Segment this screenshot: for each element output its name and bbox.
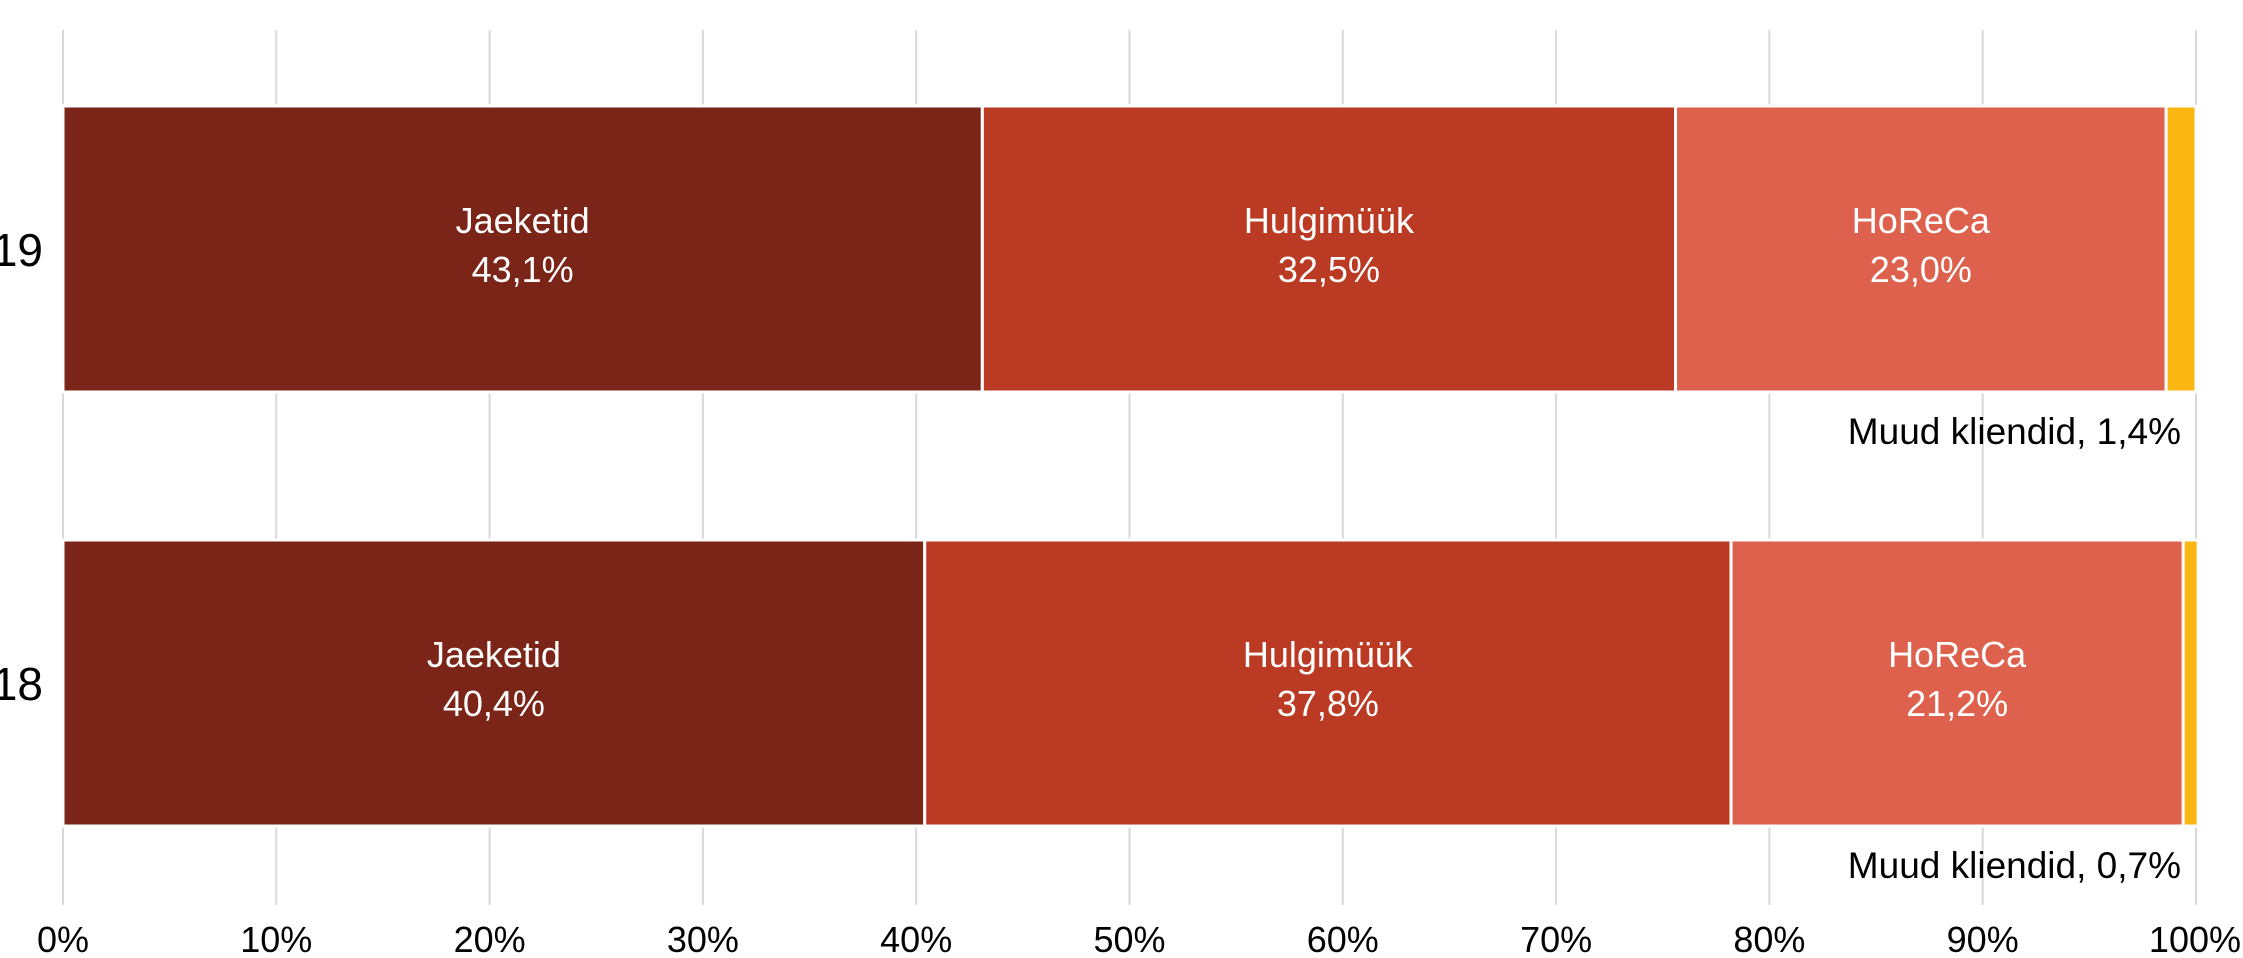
segment-name-label: Jaeketid xyxy=(427,634,561,675)
bar-segment-horeca xyxy=(1674,104,2168,394)
x-tick-label: 10% xyxy=(240,919,312,958)
segment-name-label: HoReCa xyxy=(1852,200,1991,241)
x-tick-label: 20% xyxy=(454,919,526,958)
x-axis-ticks: 0% 10% 20% 30% 40% 50% 60% 70% 80% 90% 100% xyxy=(37,919,2241,958)
segment-name-label: HoReCa xyxy=(1888,634,2027,675)
bar-segment-muud-kliendid xyxy=(2164,104,2198,394)
outside-segment-label: Muud kliendid, 1,4% xyxy=(1848,411,2181,452)
x-tick-label: 100% xyxy=(2149,919,2241,958)
segment-value-label: 37,8% xyxy=(1277,683,1379,724)
segment-value-label: 21,2% xyxy=(1906,683,2008,724)
segment-value-label: 40,4% xyxy=(443,683,545,724)
segment-value-label: 32,5% xyxy=(1278,249,1380,290)
segment-value-label: 23,0% xyxy=(1870,249,1972,290)
segment-value-label: 43,1% xyxy=(472,249,574,290)
segment-name-label: Jaeketid xyxy=(456,200,590,241)
outside-segment-label: Muud kliendid, 0,7% xyxy=(1848,845,2181,886)
category-label: 18 xyxy=(0,658,43,710)
x-tick-label: 30% xyxy=(667,919,739,958)
category-label: 19 xyxy=(0,224,43,276)
bar-segment-muud-kliendid xyxy=(2181,538,2200,828)
x-tick-label: 40% xyxy=(880,919,952,958)
segment-name-label: Hulgimüük xyxy=(1243,634,1414,675)
bar-segment-horeca xyxy=(1729,538,2185,828)
x-tick-label: 0% xyxy=(37,919,89,958)
x-tick-label: 70% xyxy=(1520,919,1592,958)
bar-row-2018: Jaeketid 40,4% Hulgimüük 37,8% HoReCa 21,2% Mu… xyxy=(61,538,2200,886)
x-tick-label: 90% xyxy=(1947,919,2019,958)
x-tick-label: 80% xyxy=(1733,919,1805,958)
segment-name-label: Hulgimüük xyxy=(1244,200,1415,241)
bar-row-2019: Jaeketid 43,1% Hulgimüük 32,5% HoReCa 23,0% Mu… xyxy=(61,104,2198,452)
bar-segment-hulgimüük xyxy=(923,538,1733,828)
x-tick-label: 50% xyxy=(1093,919,1165,958)
bar-segment-jaeketid xyxy=(61,538,927,828)
bars: Jaeketid 43,1% Hulgimüük 32,5% HoReCa 23,0% Mu… xyxy=(61,104,2200,886)
bar-segment-jaeketid xyxy=(61,104,984,394)
x-tick-label: 60% xyxy=(1307,919,1379,958)
bar-segment-hulgimüük xyxy=(980,104,1678,394)
